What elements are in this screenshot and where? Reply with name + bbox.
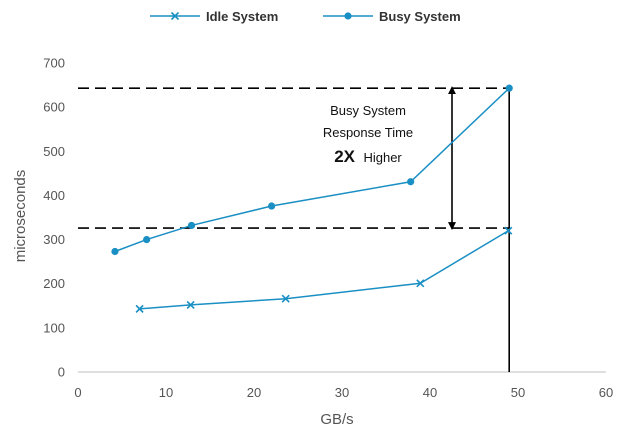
legend-marker-busy bbox=[344, 12, 352, 20]
legend-marker-idle bbox=[170, 11, 180, 21]
data-point-idle bbox=[281, 294, 290, 303]
y-tick-label: 0 bbox=[58, 365, 65, 380]
x-tick-label: 0 bbox=[74, 385, 81, 400]
data-point-busy bbox=[505, 84, 513, 92]
y-tick-label: 500 bbox=[43, 144, 65, 159]
y-tick-label: 700 bbox=[43, 56, 65, 71]
x-tick-label: 10 bbox=[159, 385, 173, 400]
data-point-busy bbox=[143, 235, 151, 244]
y-tick-label: 600 bbox=[43, 100, 65, 115]
annotation-suffix: Higher bbox=[363, 150, 402, 165]
legend-marker-symbol-idle bbox=[170, 11, 180, 21]
data-point-idle bbox=[504, 226, 513, 235]
series-line-idle bbox=[139, 230, 509, 310]
annotation-emphasis: 2X bbox=[334, 147, 355, 166]
data-point-busy bbox=[111, 247, 119, 256]
legend-item-idle: Idle System bbox=[150, 9, 278, 24]
x-tick-label: 20 bbox=[247, 385, 261, 400]
y-tick-label: 100 bbox=[43, 320, 65, 335]
annotation: Busy System Response Time 2X Higher bbox=[323, 103, 413, 166]
series-layer bbox=[111, 84, 513, 313]
x-tick-label: 50 bbox=[511, 385, 525, 400]
annotation-line1: Busy System bbox=[330, 103, 406, 118]
x-tick-label: 30 bbox=[335, 385, 349, 400]
data-point-busy bbox=[407, 178, 415, 186]
data-point-idle-stroke-b bbox=[281, 294, 290, 303]
legend: Idle System Busy System bbox=[150, 9, 461, 24]
data-point-idle-stroke-b bbox=[135, 304, 144, 313]
y-tick-labels: 0 100 200 300 400 500 600 700 bbox=[43, 56, 65, 380]
annotation-line3: 2X Higher bbox=[334, 147, 402, 166]
y-tick-label: 400 bbox=[43, 188, 65, 203]
data-point-idle bbox=[186, 300, 195, 309]
data-point-idle-stroke-b bbox=[504, 226, 513, 235]
legend-label-idle: Idle System bbox=[206, 9, 278, 24]
data-point-idle bbox=[135, 304, 144, 313]
x-axis-title: GB/s bbox=[320, 411, 353, 428]
reference-lines bbox=[78, 86, 511, 372]
x-tick-label: 60 bbox=[599, 385, 613, 400]
data-point-idle bbox=[416, 279, 425, 288]
annotation-line2: Response Time bbox=[323, 125, 413, 140]
data-point-busy bbox=[268, 202, 276, 210]
legend-marker-symbol-idle-stroke-b bbox=[170, 11, 180, 21]
legend-item-busy: Busy System bbox=[323, 9, 461, 24]
data-point-idle-stroke-b bbox=[186, 300, 195, 309]
y-tick-label: 200 bbox=[43, 276, 65, 291]
legend-label-busy: Busy System bbox=[379, 9, 461, 24]
series-busy bbox=[111, 84, 513, 256]
legend-marker-symbol-busy bbox=[344, 12, 352, 20]
x-tick-label: 40 bbox=[423, 385, 437, 400]
series-idle bbox=[135, 226, 513, 313]
series-line-busy bbox=[114, 87, 510, 253]
data-point-busy bbox=[187, 221, 196, 230]
data-point-idle-stroke-b bbox=[416, 279, 425, 288]
y-tick-label: 300 bbox=[43, 232, 65, 247]
x-tick-labels: 0 10 20 30 40 50 60 bbox=[74, 385, 613, 400]
y-axis-title: microseconds bbox=[12, 170, 29, 263]
